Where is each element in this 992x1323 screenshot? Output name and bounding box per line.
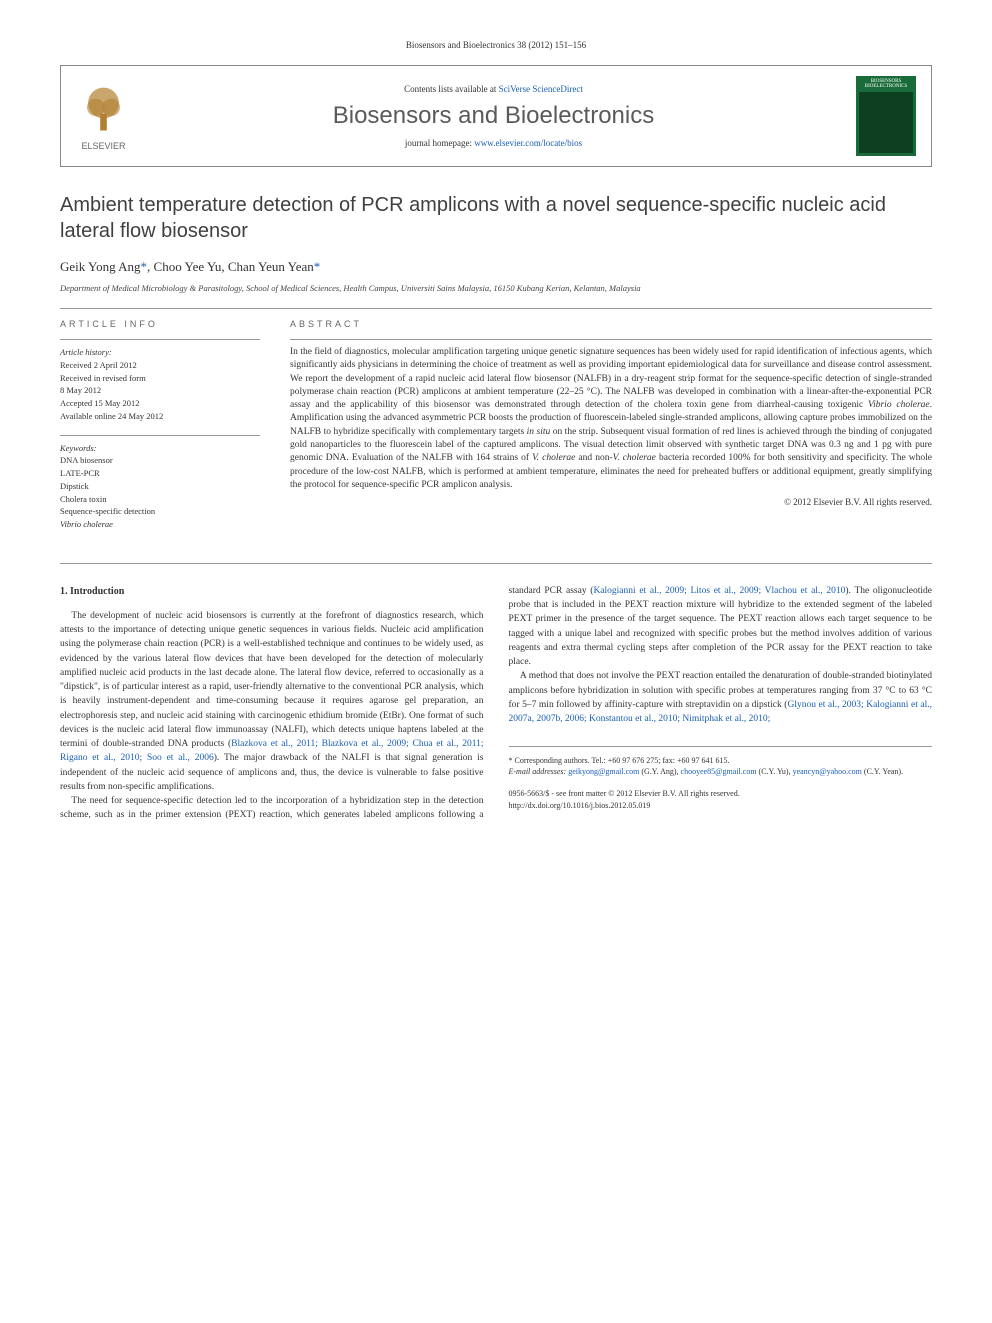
body-paragraph-1: The development of nucleic acid biosenso… [60, 609, 484, 794]
header-box: ELSEVIER Contents lists available at Sci… [60, 65, 932, 167]
history-line: Available online 24 May 2012 [60, 410, 260, 423]
section-1-heading: 1. Introduction [60, 584, 484, 599]
info-abstract-row: ARTICLE INFO Article history: Received 2… [60, 319, 932, 543]
history-line: Accepted 15 May 2012 [60, 397, 260, 410]
sciverse-link[interactable]: SciVerse ScienceDirect [499, 84, 583, 94]
history-line: Received 2 April 2012 [60, 359, 260, 372]
keyword: Cholera toxin [60, 493, 260, 506]
abstract-text: In the field of diagnostics, molecular a… [290, 339, 932, 492]
abstract-column: ABSTRACT In the field of diagnostics, mo… [290, 319, 932, 543]
cover-thumb-title: BIOSENSORS BIOELECTRONICS [859, 79, 913, 89]
issn-line: 0956-5663/$ - see front matter © 2012 El… [509, 788, 933, 800]
corresponding-authors-footer: * Corresponding authors. Tel.: +60 97 67… [509, 746, 933, 777]
cover-thumb-image [859, 92, 913, 153]
divider [60, 563, 932, 564]
history-line: Received in revised form [60, 372, 260, 385]
emails-line: E-mail addresses: geikyong@gmail.com (G.… [509, 766, 933, 777]
article-info-heading: ARTICLE INFO [60, 319, 260, 329]
article-title: Ambient temperature detection of PCR amp… [60, 192, 932, 244]
body-paragraph-3: A method that does not involve the PEXT … [509, 669, 933, 726]
keyword: Vibrio cholerae [60, 518, 260, 531]
homepage-prefix: journal homepage: [405, 138, 474, 148]
journal-header-line: Biosensors and Bioelectronics 38 (2012) … [60, 40, 932, 50]
corr-authors-line: * Corresponding authors. Tel.: +60 97 67… [509, 755, 933, 766]
elsevier-tree-icon [76, 81, 131, 136]
authors-list: Geik Yong Ang*, Choo Yee Yu, Chan Yeun Y… [60, 259, 932, 275]
header-center: Contents lists available at SciVerse Sci… [146, 84, 841, 148]
ref-link[interactable]: Kalogianni et al., 2009; Litos et al., 2… [593, 586, 845, 596]
keyword: LATE-PCR [60, 467, 260, 480]
article-history-block: Article history: Received 2 April 2012 R… [60, 339, 260, 423]
keywords-block: Keywords: DNA biosensor LATE-PCR Dipstic… [60, 435, 260, 531]
journal-title: Biosensors and Bioelectronics [146, 102, 841, 130]
abstract-heading: ABSTRACT [290, 319, 932, 329]
homepage-link[interactable]: www.elsevier.com/locate/bios [474, 138, 582, 148]
history-label: Article history: [60, 346, 260, 359]
doi-line: http://dx.doi.org/10.1016/j.bios.2012.05… [509, 800, 933, 812]
homepage-line: journal homepage: www.elsevier.com/locat… [146, 138, 841, 148]
elsevier-label: ELSEVIER [76, 141, 131, 151]
contents-line: Contents lists available at SciVerse Sci… [146, 84, 841, 94]
doi-link[interactable]: http://dx.doi.org/10.1016/j.bios.2012.05… [509, 801, 651, 810]
article-info-column: ARTICLE INFO Article history: Received 2… [60, 319, 260, 543]
contents-prefix: Contents lists available at [404, 84, 498, 94]
affiliation: Department of Medical Microbiology & Par… [60, 283, 932, 293]
elsevier-logo: ELSEVIER [76, 81, 131, 151]
divider [60, 308, 932, 309]
keyword: Sequence-specific detection [60, 505, 260, 518]
history-line: 8 May 2012 [60, 384, 260, 397]
footer-bottom: 0956-5663/$ - see front matter © 2012 El… [509, 788, 933, 812]
keywords-label: Keywords: [60, 442, 260, 455]
body-columns: 1. Introduction The development of nucle… [60, 584, 932, 823]
journal-cover-thumbnail: BIOSENSORS BIOELECTRONICS [856, 76, 916, 156]
keyword: Dipstick [60, 480, 260, 493]
keyword: DNA biosensor [60, 454, 260, 467]
copyright-line: © 2012 Elsevier B.V. All rights reserved… [290, 497, 932, 507]
